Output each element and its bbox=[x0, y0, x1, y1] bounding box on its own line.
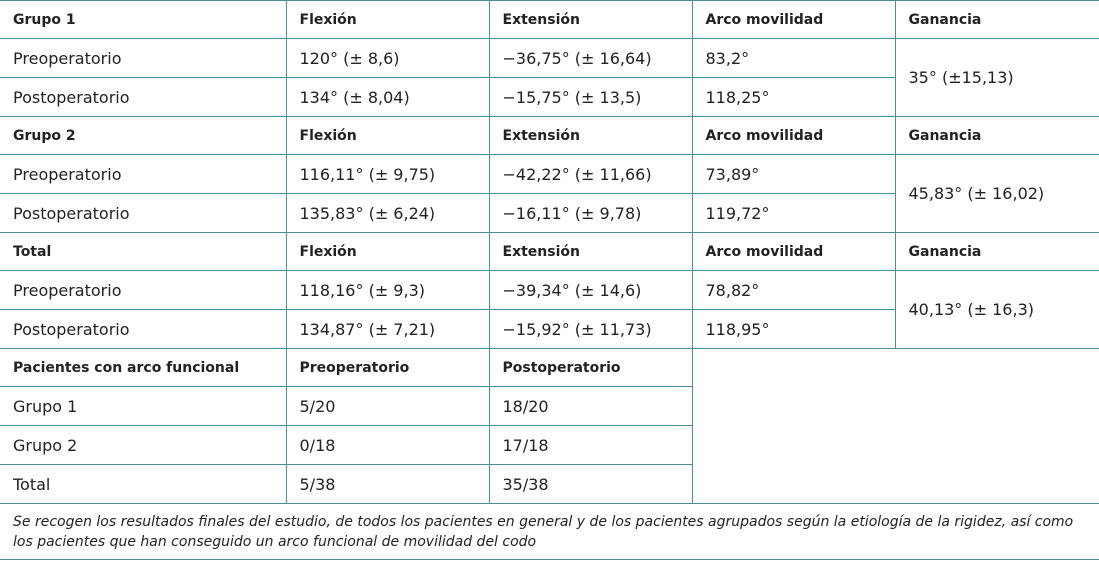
header-cell: Arco movilidad bbox=[691, 232, 896, 271]
data-cell: 119,72° bbox=[691, 193, 896, 233]
header-cell: Flexión bbox=[285, 0, 490, 39]
data-cell: 118,25° bbox=[691, 77, 896, 117]
data-cell: 83,2° bbox=[691, 38, 896, 78]
header-cell: Extensión bbox=[488, 0, 693, 39]
header-cell: Grupo 2 bbox=[0, 116, 287, 155]
data-cell: 135,83° (± 6,24) bbox=[285, 193, 490, 233]
gain-cell: 40,13° (± 16,3) bbox=[894, 270, 1099, 349]
table-row: Grupo 2 Flexión Extensión Arco movilidad Gan… bbox=[0, 116, 1099, 155]
header-cell: Flexión bbox=[285, 232, 490, 271]
data-cell: Grupo 2 bbox=[0, 425, 287, 465]
header-cell: Extensión bbox=[488, 232, 693, 271]
data-cell: 134,87° (± 7,21) bbox=[285, 309, 490, 349]
data-cell: Preoperatorio bbox=[0, 154, 287, 194]
header-cell: Grupo 1 bbox=[0, 0, 287, 39]
table-row: Preoperatorio 120° (± 8,6) −36,75° (± 16,6… bbox=[0, 38, 1099, 117]
table-row: Se recogen los resultados finales del es… bbox=[0, 503, 1099, 560]
data-cell: 0/18 bbox=[285, 425, 490, 465]
data-cell: Postoperatorio bbox=[0, 193, 287, 233]
data-cell: 35/38 bbox=[488, 464, 693, 504]
table-row: Grupo 2 0/18 17/18 bbox=[0, 425, 1099, 465]
data-cell: 5/38 bbox=[285, 464, 490, 504]
data-cell: 5/20 bbox=[285, 386, 490, 426]
header-cell: Arco movilidad bbox=[691, 0, 896, 39]
table-row: Preoperatorio 118,16° (± 9,3) −39,34° (± 1… bbox=[0, 270, 1099, 349]
data-cell: −42,22° (± 11,66) bbox=[488, 154, 693, 194]
header-cell: Arco movilidad bbox=[691, 116, 896, 155]
data-cell: −16,11° (± 9,78) bbox=[488, 193, 693, 233]
data-cell: −15,75° (± 13,5) bbox=[488, 77, 693, 117]
data-cell: 116,11° (± 9,75) bbox=[285, 154, 490, 194]
gain-cell: 35° (±15,13) bbox=[894, 38, 1099, 117]
table-row: Postoperatorio 134,87° (± 7,21) −15,92° (±… bbox=[0, 309, 1099, 349]
data-cell: 134° (± 8,04) bbox=[285, 77, 490, 117]
data-cell: 18/20 bbox=[488, 386, 693, 426]
data-cell: 118,95° bbox=[691, 309, 896, 349]
table-row: Total Flexión Extensión Arco movilidad Ganan… bbox=[0, 232, 1099, 271]
table-row: Grupo 1 Flexión Extensión Arco movilidad Gan… bbox=[0, 0, 1099, 39]
caption: Se recogen los resultados finales del es… bbox=[0, 503, 1099, 560]
table-row: Total 5/38 35/38 bbox=[0, 464, 1099, 504]
data-cell: Postoperatorio bbox=[0, 77, 287, 117]
data-cell: Preoperatorio bbox=[0, 38, 287, 78]
empty-cell bbox=[691, 348, 1099, 504]
data-cell: −36,75° (± 16,64) bbox=[488, 38, 693, 78]
gain-cell: 45,83° (± 16,02) bbox=[894, 154, 1099, 233]
data-cell: −39,34° (± 14,6) bbox=[488, 270, 693, 310]
data-cell: 73,89° bbox=[691, 154, 896, 194]
header-cell: Extensión bbox=[488, 116, 693, 155]
header-cell: Preoperatorio bbox=[285, 348, 490, 387]
data-cell: 17/18 bbox=[488, 425, 693, 465]
data-cell: Preoperatorio bbox=[0, 270, 287, 310]
header-cell: Flexión bbox=[285, 116, 490, 155]
header-cell: Total bbox=[0, 232, 287, 271]
data-cell: 120° (± 8,6) bbox=[285, 38, 490, 78]
data-cell: Grupo 1 bbox=[0, 386, 287, 426]
header-cell: Ganancia bbox=[894, 0, 1099, 39]
header-cell: Ganancia bbox=[894, 232, 1099, 271]
table-row: Preoperatorio 116,11° (± 9,75) −42,22° (± … bbox=[0, 154, 1099, 233]
data-cell: 118,16° (± 9,3) bbox=[285, 270, 490, 310]
header-cell: Ganancia bbox=[894, 116, 1099, 155]
table-row: Pacientes con arco funcional Preoperatori… bbox=[0, 348, 1099, 504]
data-cell: Total bbox=[0, 464, 287, 504]
header-cell: Pacientes con arco funcional bbox=[0, 348, 287, 387]
data-cell: Postoperatorio bbox=[0, 309, 287, 349]
header-cell: Postoperatorio bbox=[488, 348, 693, 387]
data-cell: 78,82° bbox=[691, 270, 896, 310]
data-cell: −15,92° (± 11,73) bbox=[488, 309, 693, 349]
